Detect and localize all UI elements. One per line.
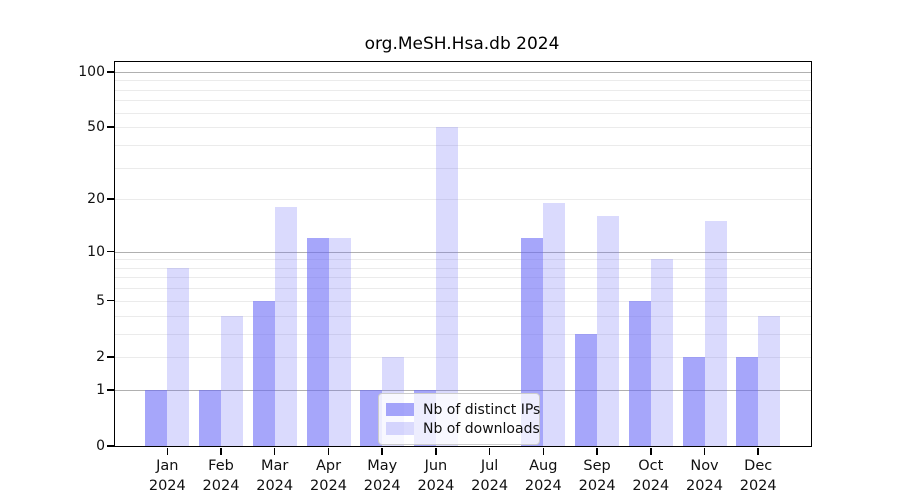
minor-gridline [115, 144, 811, 146]
legend-label: Nb of distinct IPs [423, 401, 541, 418]
x-tick-mark [381, 448, 383, 455]
bar-downloads-sep [597, 216, 620, 446]
minor-gridline [115, 300, 811, 302]
minor-gridline [115, 199, 811, 201]
chart-title: org.MeSH.Hsa.db 2024 [364, 34, 560, 54]
minor-gridline [115, 127, 811, 129]
x-tick-mark [596, 448, 598, 455]
x-tick-mark [542, 448, 545, 455]
minor-gridline [115, 80, 811, 82]
x-tick-mark [703, 448, 706, 455]
y-tick-label-1: 1 [96, 381, 105, 398]
bar-distinct-ips-jan [145, 389, 168, 446]
minor-gridline [115, 167, 811, 169]
x-tick-mark [220, 448, 222, 455]
x-tick-label-jan: Jan 2024 [148, 458, 186, 494]
minor-gridline [115, 356, 811, 358]
x-tick-mark [166, 448, 169, 455]
bar-distinct-ips-mar [252, 300, 275, 446]
x-tick-label-jul: Jul 2024 [471, 458, 509, 494]
bar-distinct-ips-feb [199, 389, 221, 446]
bar-downloads-jan [167, 267, 190, 446]
bar-distinct-ips-oct [628, 300, 651, 446]
y-tick-mark [107, 356, 114, 358]
distinct-ips-swatch-icon [386, 403, 414, 416]
y-tick-mark [107, 250, 114, 253]
legend-item-distinct-ips: Nb of distinct IPs [386, 400, 540, 419]
y-tick-mark [107, 126, 114, 128]
bar-downloads-oct [650, 259, 673, 446]
minor-gridline [115, 112, 811, 114]
y-tick-label-20: 20 [87, 191, 105, 208]
bar-downloads-aug [543, 203, 566, 446]
x-tick-label-sep: Sep 2024 [578, 458, 616, 494]
minor-gridline [115, 89, 811, 91]
minor-gridline [115, 277, 811, 279]
bar-distinct-ips-may [360, 389, 383, 446]
y-tick-label-100: 100 [78, 63, 105, 80]
x-tick-label-jun: Jun 2024 [417, 458, 455, 494]
bar-distinct-ips-nov [682, 356, 705, 446]
x-tick-mark [757, 448, 759, 455]
legend-item-downloads: Nb of downloads [386, 419, 540, 438]
y-tick-label-5: 5 [96, 292, 105, 309]
x-tick-label-aug: Aug 2024 [524, 458, 562, 494]
major-gridline [115, 71, 811, 73]
bar-downloads-apr [328, 238, 351, 446]
bar-downloads-dec [758, 315, 781, 446]
x-tick-label-dec: Dec 2024 [739, 458, 777, 494]
y-tick-mark [107, 71, 114, 73]
y-tick-mark [107, 299, 114, 302]
downloads-swatch-icon [386, 422, 414, 435]
y-tick-label-2: 2 [96, 348, 105, 365]
x-tick-label-apr: Apr 2024 [310, 458, 347, 494]
y-tick-mark [107, 445, 114, 447]
minor-gridline [115, 333, 811, 335]
x-tick-label-may: May 2024 [363, 458, 401, 494]
bar-downloads-feb [221, 315, 243, 446]
bar-downloads-mar [274, 207, 297, 446]
x-tick-label-feb: Feb 2024 [202, 458, 240, 494]
y-tick-label-50: 50 [87, 119, 105, 136]
minor-gridline [115, 288, 811, 290]
x-tick-mark [327, 448, 330, 455]
x-tick-label-oct: Oct 2024 [632, 458, 670, 494]
x-tick-mark [488, 448, 491, 455]
bar-downloads-nov [704, 221, 727, 446]
bar-distinct-ips-apr [306, 238, 329, 446]
bar-distinct-ips-sep [575, 333, 598, 446]
y-tick-mark [107, 389, 114, 391]
x-tick-mark [435, 448, 437, 455]
minor-gridline [115, 259, 811, 261]
x-tick-mark [273, 448, 276, 455]
minor-gridline [115, 267, 811, 269]
plot-area: Nb of distinct IPs Nb of downloads 0 1 2 5 1… [78, 61, 812, 494]
chart-legend: Nb of distinct IPs Nb of downloads [378, 393, 540, 445]
x-tick-label-mar: Mar 2024 [256, 458, 294, 494]
major-gridline [115, 389, 811, 391]
legend-label: Nb of downloads [423, 420, 540, 437]
y-tick-mark [107, 198, 114, 200]
x-tick-mark [650, 448, 652, 455]
y-tick-label-10: 10 [87, 243, 105, 260]
bar-distinct-ips-dec [736, 356, 759, 446]
major-gridline [115, 251, 811, 253]
bar-downloads-jun [435, 127, 458, 446]
x-tick-label-nov: Nov 2024 [686, 458, 723, 494]
minor-gridline [115, 100, 811, 102]
minor-gridline [115, 315, 811, 317]
y-tick-label-0: 0 [96, 438, 105, 454]
